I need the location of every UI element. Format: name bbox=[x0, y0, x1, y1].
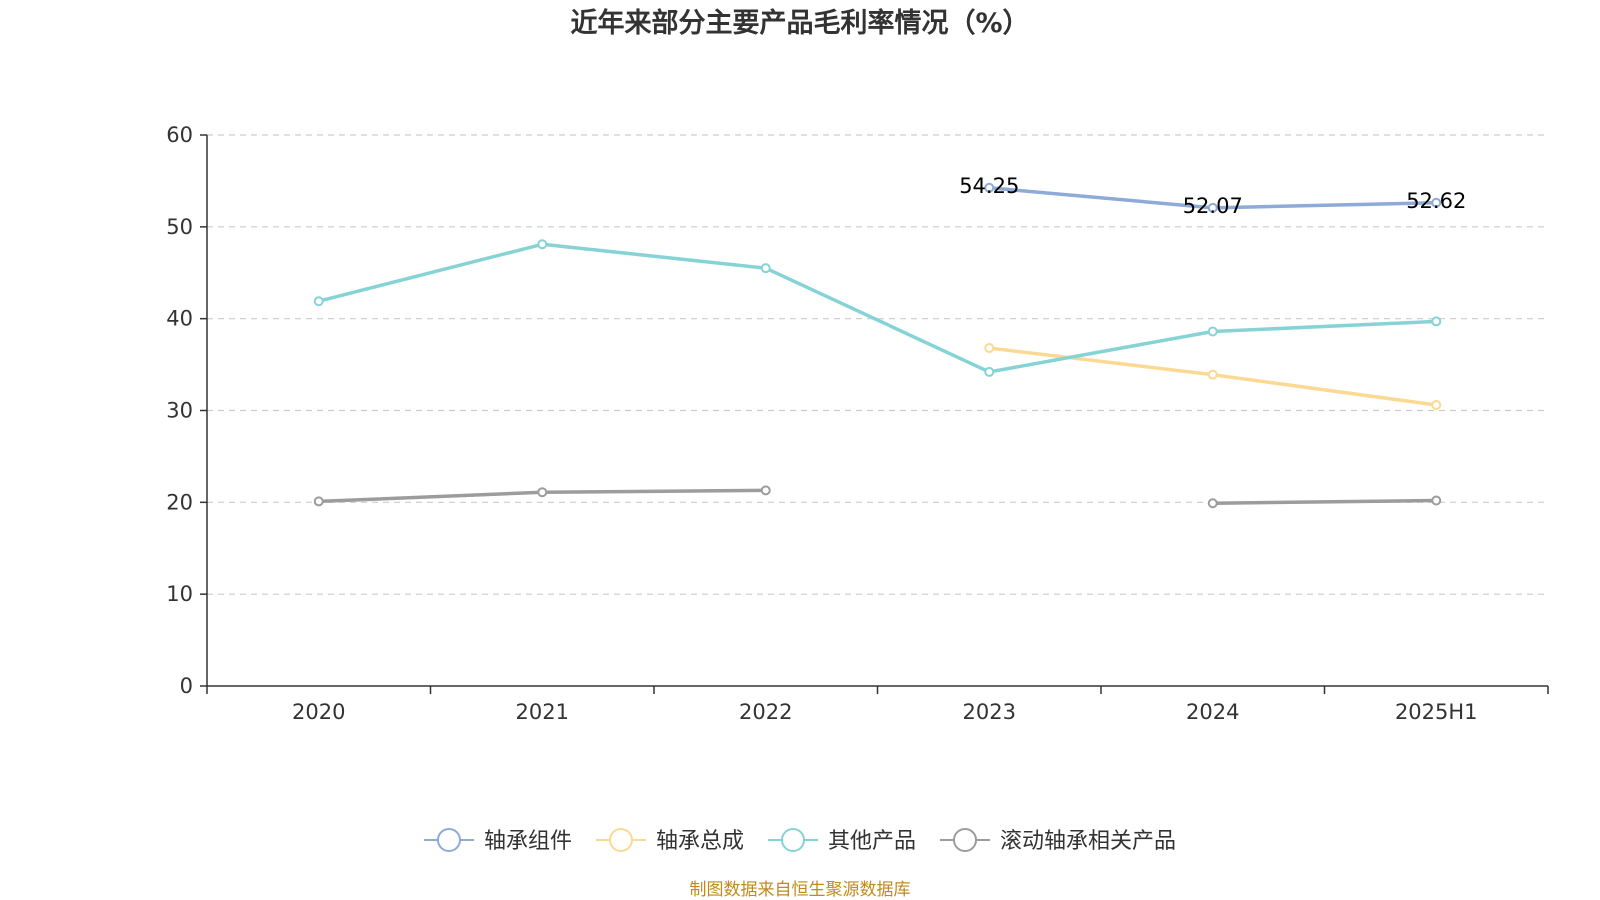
grid bbox=[207, 134, 1548, 595]
data-point bbox=[1431, 495, 1442, 506]
series-layer bbox=[313, 182, 1442, 509]
y-tick-label: 50 bbox=[166, 215, 193, 239]
x-tick-label: 2025H1 bbox=[1395, 700, 1478, 724]
data-label: 52.07 bbox=[1183, 194, 1243, 218]
series-line-2 bbox=[318, 242, 1437, 374]
legend-label: 滚动轴承相关产品 bbox=[1000, 829, 1176, 854]
data-point bbox=[313, 496, 324, 507]
y-tick-label: 30 bbox=[166, 399, 193, 423]
series-line-3 bbox=[1212, 498, 1437, 506]
data-point bbox=[984, 366, 995, 377]
axes: 0 10 20 30 40 50 60 2020 2021 2022 2023 2024 2025H1 bbox=[166, 123, 1549, 724]
source-note: 制图数据来自恒生聚源数据库 bbox=[690, 880, 911, 900]
legend-marker-icon bbox=[953, 828, 978, 852]
data-point bbox=[984, 182, 995, 193]
legend-marker-icon bbox=[436, 828, 461, 852]
legend-label: 轴承总成 bbox=[656, 829, 744, 854]
data-point bbox=[1207, 326, 1218, 337]
data-point bbox=[1207, 202, 1218, 213]
data-point bbox=[1431, 316, 1442, 327]
y-tick-label: 10 bbox=[166, 582, 193, 606]
legend-marker-icon bbox=[608, 828, 633, 852]
y-tick-label: 20 bbox=[166, 490, 193, 514]
chart-title: 近年来部分主要产品毛利率情况（%） bbox=[570, 7, 1029, 39]
data-labels: 54.25 52.07 52.62 bbox=[959, 174, 1466, 218]
x-tick-label: 2021 bbox=[516, 700, 569, 724]
x-tick-label: 2020 bbox=[292, 700, 345, 724]
data-point bbox=[537, 487, 548, 498]
data-point bbox=[760, 263, 771, 274]
data-point bbox=[1207, 498, 1218, 509]
x-tick-label: 2023 bbox=[963, 700, 1016, 724]
x-tick-label: 2022 bbox=[739, 700, 792, 724]
data-point bbox=[984, 343, 995, 354]
legend: 轴承组件 轴承总成 其他产品 滚动轴承相关产品 bbox=[423, 828, 1176, 854]
legend-marker-icon bbox=[781, 828, 805, 852]
data-label: 52.62 bbox=[1406, 189, 1466, 213]
y-tick-label: 0 bbox=[180, 674, 193, 698]
data-point bbox=[1431, 197, 1442, 208]
data-point bbox=[1431, 399, 1442, 410]
y-tick-label: 60 bbox=[166, 123, 193, 147]
data-label: 54.25 bbox=[959, 174, 1019, 198]
legend-label: 其他产品 bbox=[828, 829, 916, 854]
data-point bbox=[313, 296, 324, 307]
data-point bbox=[1207, 369, 1218, 380]
y-tick-label: 40 bbox=[166, 307, 193, 331]
data-point bbox=[537, 239, 548, 250]
legend-label: 轴承组件 bbox=[484, 829, 572, 854]
x-tick-label: 2024 bbox=[1186, 700, 1239, 724]
data-point bbox=[760, 485, 771, 496]
